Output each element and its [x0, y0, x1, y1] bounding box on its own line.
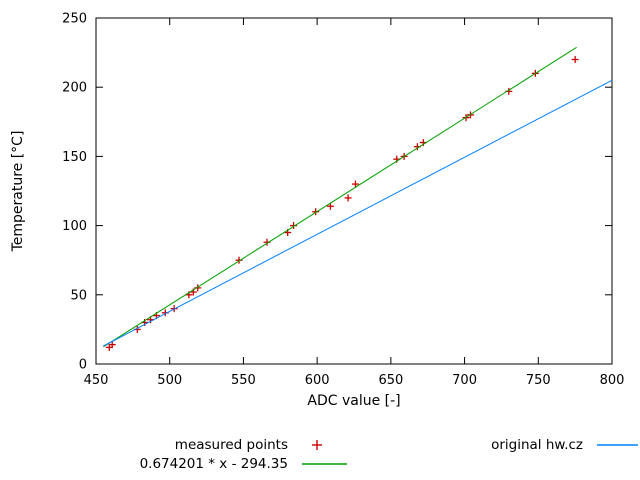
y-tick-label: 100: [62, 219, 87, 234]
x-tick-label: 800: [600, 373, 625, 388]
x-tick-label: 700: [452, 373, 477, 388]
y-axis-label: Temperature [°C]: [10, 131, 26, 253]
green-line-icon: [302, 457, 347, 471]
x-tick-label: 600: [305, 373, 330, 388]
x-tick-label: 650: [378, 373, 403, 388]
plus-marker-icon: [302, 438, 332, 452]
line-series: [103, 79, 613, 347]
legend-label-fit-line: 0.674201 * x - 294.35: [139, 456, 288, 472]
x-tick-label: 500: [157, 373, 182, 388]
plot-border: [95, 17, 613, 365]
x-tick-label: 750: [526, 373, 551, 388]
y-tick-label: 50: [70, 288, 87, 303]
legend-item-fit-line: 0.674201 * x - 294.35: [0, 455, 347, 473]
legend-item-measured-points: measured points: [0, 436, 332, 454]
y-tick-label: 150: [62, 150, 87, 165]
blue-line-icon: [597, 438, 638, 452]
x-tick-label: 550: [231, 373, 256, 388]
line-series: [103, 46, 577, 348]
x-tick-label: 450: [84, 373, 109, 388]
y-tick-label: 250: [62, 12, 87, 27]
legend-item-original-hwcz: original hw.cz: [400, 436, 638, 454]
y-tick-label: 200: [62, 81, 87, 96]
x-axis-label: ADC value [-]: [307, 393, 400, 409]
y-tick-label: 0: [79, 358, 87, 373]
legend-label-original-hwcz: original hw.cz: [491, 437, 583, 453]
legend-label-measured-points: measured points: [174, 437, 288, 453]
